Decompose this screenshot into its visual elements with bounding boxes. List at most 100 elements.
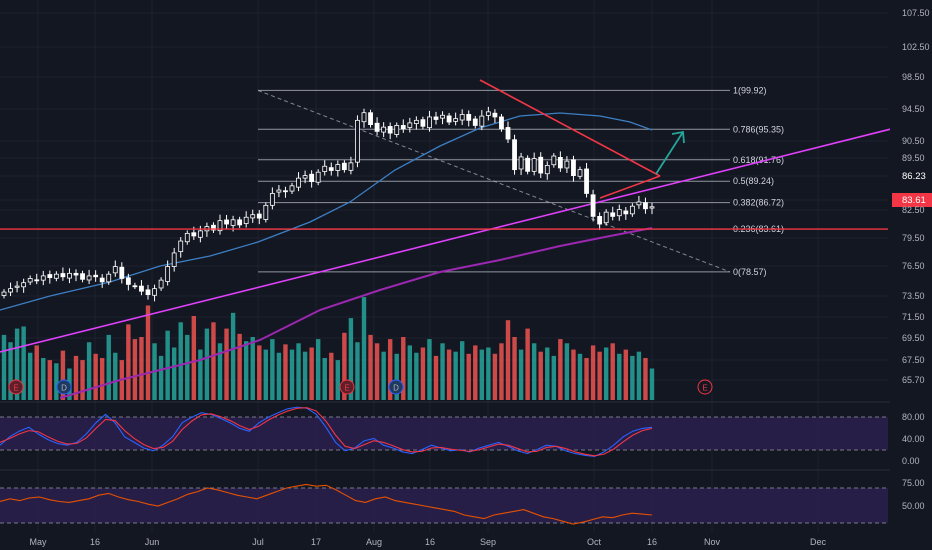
volume-bar bbox=[459, 341, 465, 400]
candle-body bbox=[551, 155, 557, 166]
price-tick-label: 79.50 bbox=[902, 233, 925, 243]
volume-bar bbox=[584, 358, 589, 400]
fib-level-label: 0.618(91.76) bbox=[733, 155, 784, 165]
last-price-badge bbox=[892, 169, 932, 183]
earnings-marker bbox=[339, 379, 355, 395]
volume-bar bbox=[315, 339, 321, 400]
candle-body bbox=[158, 279, 164, 289]
price-tick-label: 67.50 bbox=[902, 355, 925, 365]
volume-bar bbox=[479, 349, 485, 400]
candle-body bbox=[479, 115, 485, 127]
wedge-upper-line bbox=[479, 79, 661, 177]
price-tick-label: 102.50 bbox=[902, 42, 930, 52]
candle-body bbox=[197, 230, 203, 238]
price-axis-bg bbox=[890, 0, 932, 550]
time-tick-label: Jul bbox=[252, 537, 264, 547]
candle-body bbox=[165, 266, 171, 282]
volume-bar bbox=[165, 330, 170, 400]
candle-body bbox=[518, 156, 524, 170]
stoch-tick-label: 40.00 bbox=[902, 434, 925, 444]
volume-bar bbox=[525, 328, 530, 400]
volume-bar bbox=[492, 353, 498, 400]
candle-body bbox=[289, 185, 295, 192]
volume-bar bbox=[381, 351, 386, 400]
volume-bar bbox=[113, 352, 118, 400]
candle-body bbox=[86, 275, 92, 281]
candle-body bbox=[315, 171, 321, 183]
volume-bar bbox=[551, 355, 557, 400]
candle-body bbox=[14, 285, 20, 288]
candle-body bbox=[505, 127, 511, 140]
candle-body bbox=[374, 122, 380, 132]
price-tick-label: 65.70 bbox=[902, 375, 925, 385]
volume-bar bbox=[257, 345, 262, 400]
volume-bar bbox=[230, 312, 236, 400]
rsi-line bbox=[0, 483, 653, 525]
time-tick-label: Dec bbox=[810, 537, 827, 547]
volume-bar bbox=[531, 343, 537, 400]
candle-body bbox=[283, 190, 288, 193]
volume-bar bbox=[374, 343, 380, 400]
event-marker-label: D bbox=[393, 384, 399, 393]
candle-body bbox=[571, 159, 576, 176]
candle-body bbox=[453, 118, 459, 122]
volume-bar bbox=[1, 334, 7, 400]
event-marker-label: E bbox=[344, 384, 349, 393]
time-tick-label: Aug bbox=[366, 537, 382, 547]
candle-body bbox=[125, 277, 131, 285]
fib-level-label: 0(78.57) bbox=[733, 267, 767, 277]
time-tick-label: 17 bbox=[311, 537, 321, 547]
rsi-tick-label: 50.00 bbox=[902, 501, 925, 511]
volume-bar bbox=[414, 352, 419, 400]
volume-bar bbox=[309, 347, 314, 400]
candle-body bbox=[8, 288, 13, 293]
volume-bar bbox=[217, 343, 223, 400]
candle-body bbox=[544, 164, 550, 175]
fib-level-label: 0.786(95.35) bbox=[733, 124, 784, 134]
volume-bar bbox=[433, 355, 439, 400]
candle-body bbox=[34, 279, 40, 282]
candle-body bbox=[407, 122, 413, 128]
candle-body bbox=[355, 119, 360, 163]
dividend-marker bbox=[56, 379, 72, 395]
candle-body bbox=[237, 219, 243, 226]
volume-bar bbox=[427, 339, 432, 400]
candle-body bbox=[590, 194, 596, 217]
candle-body bbox=[47, 274, 53, 279]
candle-body bbox=[531, 158, 537, 172]
candle-body bbox=[440, 114, 445, 119]
candle-body bbox=[139, 285, 144, 292]
volume-bar bbox=[224, 328, 229, 400]
volume-bar bbox=[558, 339, 563, 400]
fib-level-label: 0.382(86.72) bbox=[733, 198, 784, 208]
candle-body bbox=[184, 232, 190, 243]
volume-bar bbox=[407, 345, 413, 400]
time-axis[interactable]: May 16 Jun Jul 17 Aug 16 Sep Oct 16 Nov Dec bbox=[0, 532, 932, 550]
candle-body bbox=[597, 215, 603, 225]
candle-body bbox=[381, 126, 387, 133]
stoch-d-line bbox=[0, 407, 653, 457]
trend-drawings bbox=[0, 79, 888, 230]
candle-body bbox=[472, 118, 478, 126]
candle-body bbox=[433, 116, 439, 120]
rsi-tick-label: 75.00 bbox=[902, 478, 925, 488]
price-axis[interactable]: 107.50 102.50 98.50 94.50 90.50 89.50 86.23 83.… bbox=[890, 0, 932, 550]
price-tick-label: 90.50 bbox=[902, 136, 925, 146]
volume-bar bbox=[158, 355, 164, 400]
candle-body bbox=[211, 224, 216, 231]
candle-body bbox=[263, 204, 269, 220]
volume-bar bbox=[47, 360, 53, 400]
candle-body bbox=[328, 167, 334, 171]
dividend-marker bbox=[388, 379, 404, 395]
volume-bar bbox=[623, 349, 629, 400]
volume-bar bbox=[263, 349, 269, 400]
volume-bar bbox=[250, 337, 255, 400]
price-tick-label: 76.50 bbox=[902, 261, 925, 271]
candle-body bbox=[269, 193, 275, 206]
volume-bar bbox=[93, 353, 98, 400]
volume-bar bbox=[60, 350, 66, 400]
volume-bar bbox=[387, 339, 393, 400]
volume-bar bbox=[597, 351, 602, 400]
candle-body bbox=[649, 206, 655, 209]
